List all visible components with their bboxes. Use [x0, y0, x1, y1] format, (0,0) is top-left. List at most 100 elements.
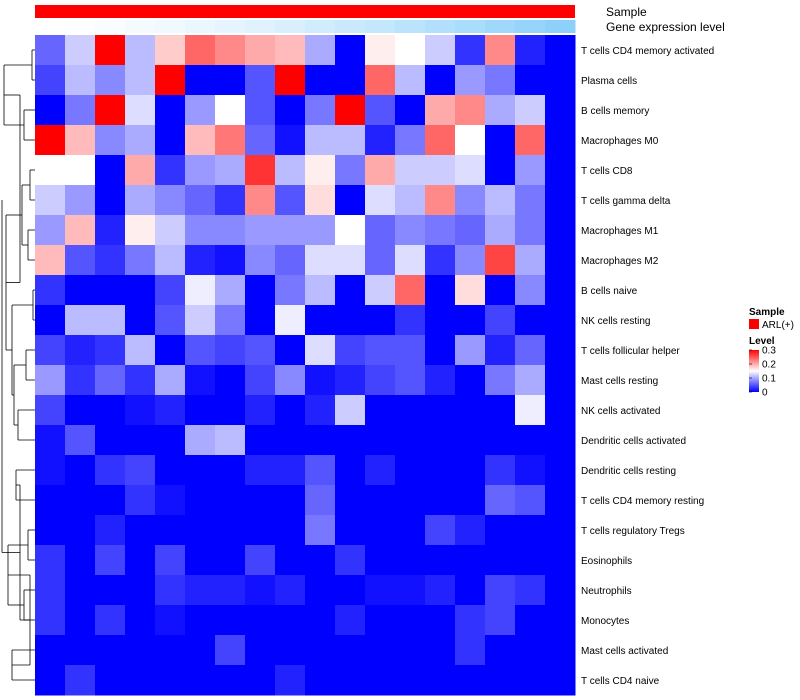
heatmap-cell: [245, 275, 276, 306]
heatmap-cell: [395, 125, 426, 156]
heatmap-cell: [245, 65, 276, 96]
heatmap-cell: [35, 365, 66, 396]
heatmap-cell: [455, 395, 486, 426]
heatmap-cell: [545, 305, 576, 336]
row-label: Monocytes: [581, 616, 629, 627]
heatmap-cell: [275, 305, 306, 336]
heatmap-cell: [485, 665, 516, 696]
heatmap-cell: [395, 425, 426, 456]
heatmap-cell: [515, 395, 546, 426]
heatmap-cell: [545, 125, 576, 156]
legend-tick-label: 0.2: [762, 360, 776, 371]
heatmap-cell: [275, 275, 306, 306]
heatmap-cell: [425, 155, 456, 186]
heatmap-cell: [95, 275, 126, 306]
heatmap-cell: [65, 365, 96, 396]
heatmap-cell: [155, 425, 186, 456]
row-labels: T cells CD4 memory activated Plasma cells…: [581, 46, 714, 687]
heatmap-cell: [95, 485, 126, 516]
heatmap-cell: [395, 335, 426, 366]
row-label: T cells gamma delta: [581, 196, 671, 207]
heatmap-cell: [155, 515, 186, 546]
row-label: Plasma cells: [581, 76, 637, 87]
heatmap-cell: [155, 545, 186, 576]
row-label: T cells CD4 memory resting: [581, 496, 704, 507]
heatmap-cell: [35, 335, 66, 366]
heatmap-cell: [95, 245, 126, 276]
heatmap-cell: [65, 635, 96, 666]
annotation-gene-expression-cell: [335, 20, 366, 33]
legend-sample-title: Sample: [749, 307, 785, 318]
heatmap-cell: [365, 95, 396, 126]
annotation-gene-expression-cell: [425, 20, 456, 33]
heatmap-cell: [65, 485, 96, 516]
heatmap-cell: [365, 275, 396, 306]
heatmap-cell: [425, 545, 456, 576]
heatmap-cell: [305, 245, 336, 276]
heatmap-cell: [395, 215, 426, 246]
annotation-gene-expression-cell: [35, 20, 66, 33]
heatmap-cell: [95, 515, 126, 546]
heatmap-cell: [125, 605, 156, 636]
heatmap-cell: [185, 35, 216, 66]
heatmap-cell: [545, 605, 576, 636]
heatmap-cell: [335, 335, 366, 366]
heatmap-cell: [515, 485, 546, 516]
legend-color-bar: [749, 350, 759, 392]
heatmap-cell: [305, 335, 336, 366]
heatmap-cell: [155, 65, 186, 96]
heatmap-cell: [425, 515, 456, 546]
heatmap-cell: [515, 305, 546, 336]
heatmap-cell: [455, 275, 486, 306]
heatmap-cell: [365, 185, 396, 216]
heatmap-cell: [395, 605, 426, 636]
heatmap-cell: [215, 95, 246, 126]
heatmap-cell: [365, 425, 396, 456]
heatmap-cell: [515, 65, 546, 96]
row-label: Dendritic cells activated: [581, 436, 686, 447]
heatmap-cell: [365, 635, 396, 666]
heatmap-cell: [155, 455, 186, 486]
annotation-gene-expression-cell: [185, 20, 216, 33]
heatmap-cell: [155, 185, 186, 216]
heatmap-cell: [455, 35, 486, 66]
heatmap-cell: [485, 245, 516, 276]
heatmap-cell: [335, 185, 366, 216]
heatmap-cell: [215, 215, 246, 246]
row-label: T cells CD4 naive: [581, 676, 660, 687]
row-label: Macrophages M0: [581, 136, 659, 147]
heatmap-cell: [275, 215, 306, 246]
heatmap-cell: [215, 425, 246, 456]
heatmap-cell: [95, 395, 126, 426]
heatmap-cell: [365, 245, 396, 276]
heatmap-cell: [545, 395, 576, 426]
heatmap-cell: [425, 305, 456, 336]
heatmap-cell: [515, 245, 546, 276]
heatmap-cell: [455, 215, 486, 246]
heatmap-cell: [305, 125, 336, 156]
heatmap-cell: [545, 155, 576, 186]
heatmap-cell: [125, 485, 156, 516]
heatmap-cell: [245, 215, 276, 246]
heatmap-cell: [515, 365, 546, 396]
heatmap-cell: [485, 65, 516, 96]
heatmap-cell: [395, 155, 426, 186]
heatmap-cell: [215, 485, 246, 516]
heatmap-cell: [185, 125, 216, 156]
heatmap-cell: [545, 635, 576, 666]
heatmap-cell: [35, 605, 66, 636]
heatmap-cell: [65, 125, 96, 156]
heatmap-cell: [545, 335, 576, 366]
heatmap-cell: [65, 155, 96, 186]
heatmap-cell: [155, 305, 186, 336]
heatmap-cell: [335, 605, 366, 636]
heatmap-cell: [125, 305, 156, 336]
heatmap-cell: [95, 335, 126, 366]
heatmap-cell: [395, 275, 426, 306]
heatmap-cell: [95, 215, 126, 246]
heatmap-cell: [245, 575, 276, 606]
heatmap-cell: [335, 365, 366, 396]
heatmap-cell: [65, 515, 96, 546]
heatmap-cell: [185, 245, 216, 276]
heatmap-cell: [455, 95, 486, 126]
